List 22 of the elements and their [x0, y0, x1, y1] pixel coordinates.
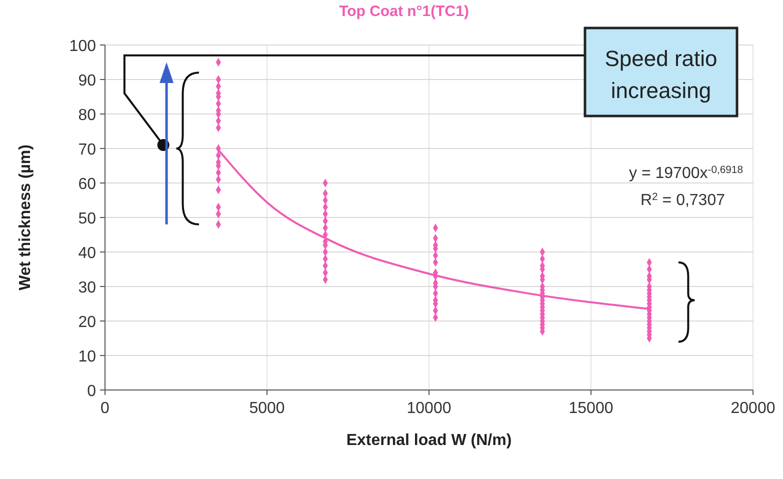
y-tick-label: 60	[78, 176, 96, 193]
x-tick-label: 5000	[249, 400, 285, 417]
annotation: Speed ratio increasing	[604, 46, 718, 103]
y-tick-label: 80	[78, 107, 96, 124]
y-tick-label: 0	[87, 383, 96, 400]
x-tick-label: 15000	[568, 400, 614, 417]
y-axis-title: Wet thickness (µm)	[17, 144, 34, 290]
chart-title: Top Coat n°1(TC1)	[339, 3, 469, 20]
x-tick-label: 0	[100, 400, 110, 417]
y-tick-label: 90	[78, 72, 96, 90]
x-tick-label: 10000	[406, 400, 452, 417]
y-tick-label: 50	[78, 210, 96, 228]
y-tick-label: 20	[78, 314, 96, 331]
x-axis-title: External load W (N/m)	[346, 432, 512, 449]
y-tick-label: 70	[78, 142, 96, 158]
x-tick-label: 20000	[730, 400, 776, 417]
y-tick-label: 10	[78, 348, 96, 366]
y-tick-label: 100	[69, 38, 96, 55]
y-tick-label: 30	[78, 280, 96, 296]
y-tick-label: 40	[78, 245, 96, 262]
annotation: y = 19700x$^{-0,6918}$	[629, 164, 744, 182]
annotation: R$^{2}$ = 0,7307	[640, 192, 726, 209]
